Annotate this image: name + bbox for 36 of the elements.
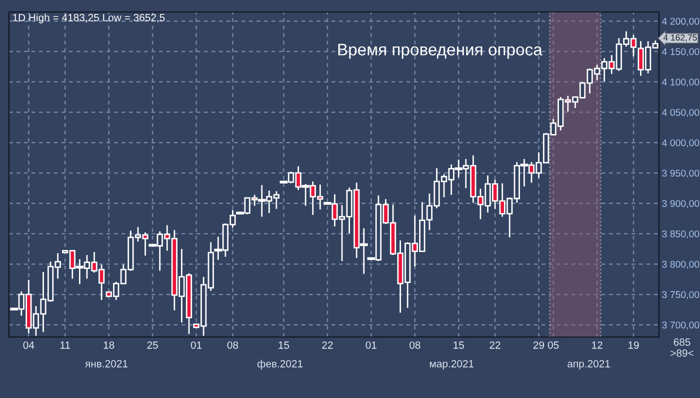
y-tick-label: 4 050,00 [662,108,700,117]
text: янв.2021 [85,360,128,368]
band-label: Время проведения опроса [338,44,542,59]
x-tick-label: 19 [628,341,639,349]
x-tick-label: 18 [104,341,114,349]
y-tick-label: 4 150,00 [662,48,700,56]
y-tick-label: 4 000,00 [662,139,700,148]
text: апр.2021 [568,360,610,370]
x-tick-label: 29 [533,341,544,349]
y-tick-label: 3 900,00 [662,200,700,208]
x-tick-label: 15 [278,342,290,349]
x-tick-label: 22 [322,341,333,349]
y-tick-label: 3 700,00 [662,322,700,330]
x-tick-label: 05 [548,341,559,349]
x-tick-label: 22 [490,341,500,349]
text: 685 [674,338,690,346]
x-tick-label: 12 [592,341,602,349]
y-tick-label: 4 200,00 [662,18,700,26]
text: 4 162,75 [663,34,697,42]
x-tick-label: 11 [60,342,70,349]
text: >89< [670,349,694,357]
x-tick-label: 08 [410,341,420,349]
chart-title: 1D High = 4183,25 Low = 3652,5 [13,14,165,24]
text: мар.2021 [430,360,474,370]
y-tick-label: 3 850,00 [662,230,700,238]
y-tick-label: 3 750,00 [662,291,700,300]
y-tick-label: 3 950,00 [662,170,700,178]
y-tick-label: 4 100,00 [662,78,700,87]
y-tick-label: 3 800,00 [662,260,700,269]
x-tick-label: 15 [454,342,464,349]
text: фев.2021 [258,360,303,370]
x-tick-label: 01 [190,341,202,349]
x-tick-label: 01 [366,341,376,349]
x-tick-label: 25 [147,341,158,349]
x-tick-label: 04 [23,341,34,349]
x-tick-label: 08 [227,341,238,349]
